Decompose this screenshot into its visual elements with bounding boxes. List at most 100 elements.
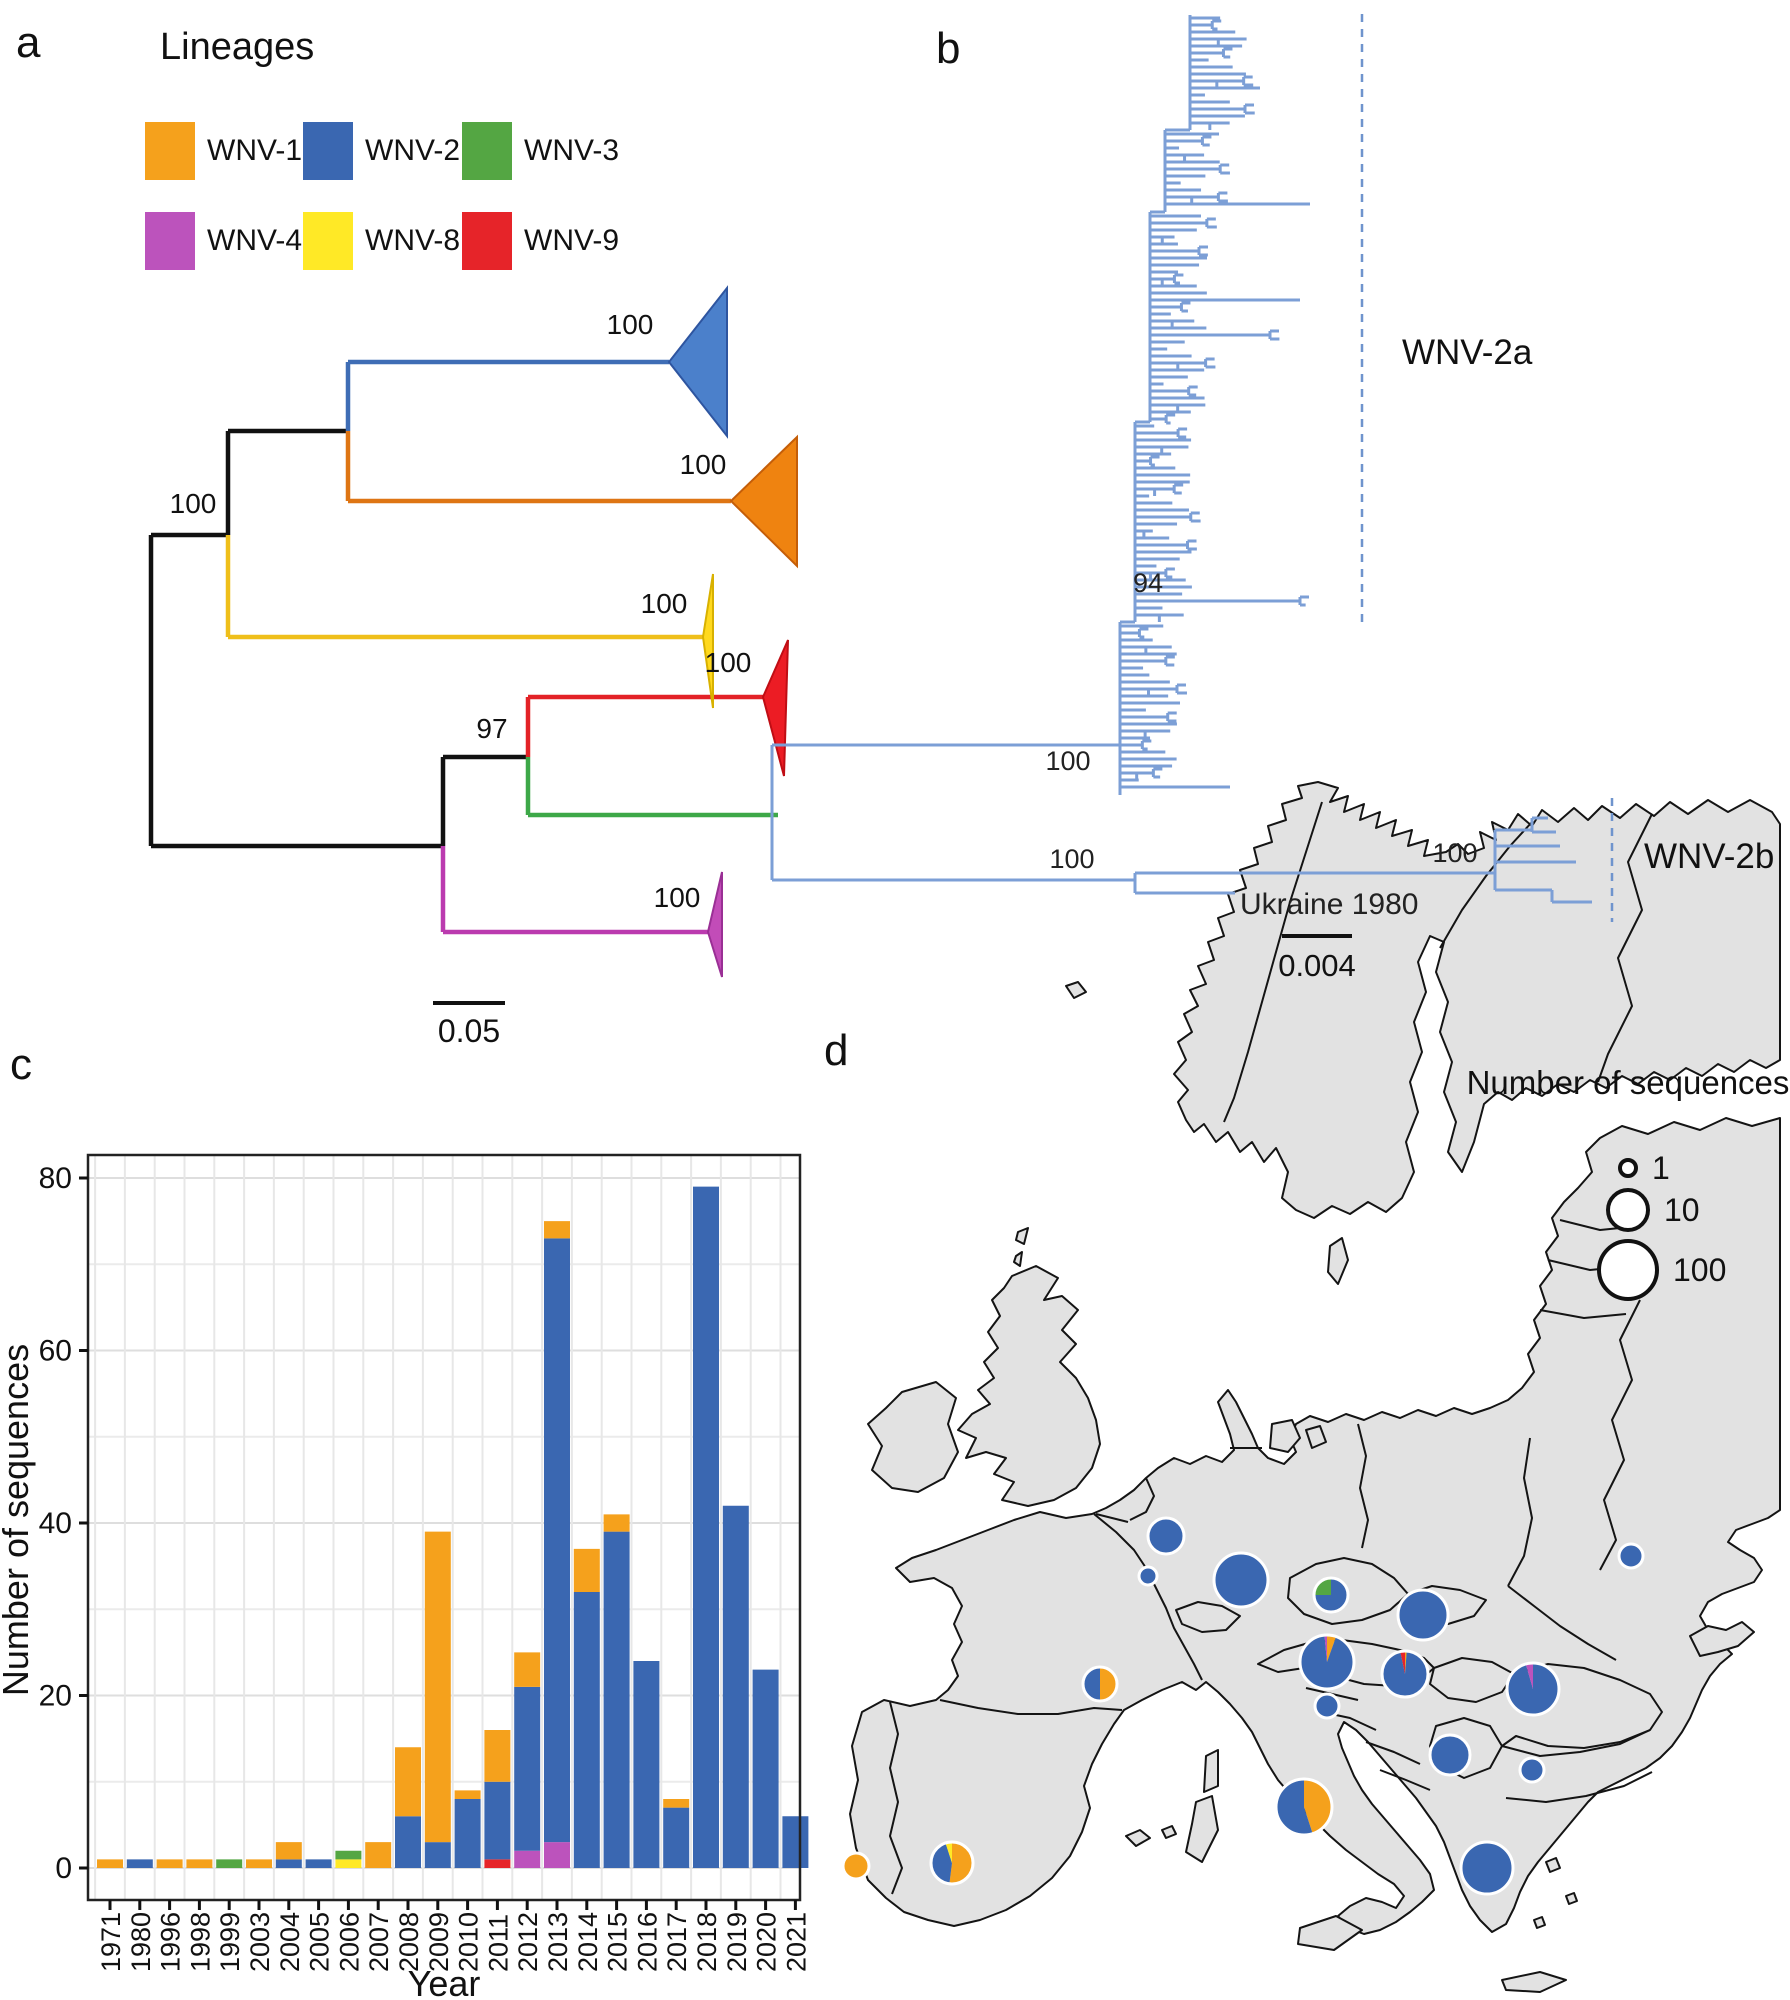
svg-text:2020: 2020 — [752, 1912, 782, 1972]
panel-b-label: b — [936, 24, 961, 73]
wnv2-tree: 94 100 100 100 Ukraine 1980 WNV-2a WNV-2b 0.004 — [770, 14, 1774, 983]
svg-text:40: 40 — [39, 1507, 72, 1540]
bar-1998 — [186, 1859, 213, 1868]
country-pie-spain — [929, 1840, 975, 1886]
svg-text:2008: 2008 — [394, 1912, 424, 1972]
collapsed-clade-triangle — [667, 285, 728, 439]
lineage-legend-title: Lineages — [160, 26, 315, 68]
svg-text:1980: 1980 — [126, 1912, 156, 1972]
svg-text:100: 100 — [641, 588, 688, 619]
svg-text:94: 94 — [1133, 568, 1163, 598]
country-pie-france — [1081, 1665, 1119, 1703]
svg-text:100: 100 — [1045, 746, 1090, 776]
lineage-label: WNV-4 — [207, 224, 303, 257]
svg-text:2012: 2012 — [513, 1912, 543, 1972]
bar-2017 — [663, 1799, 690, 1868]
lineage-legend-item: WNV-9 — [462, 212, 619, 270]
svg-text:1996: 1996 — [156, 1912, 186, 1972]
lineage-color-swatch — [462, 122, 512, 180]
lineage-color-swatch — [462, 212, 512, 270]
svg-text:2018: 2018 — [692, 1912, 722, 1972]
country-pie-hungary — [1380, 1649, 1430, 1699]
svg-text:100: 100 — [654, 882, 701, 913]
country-pie-ukraine — [1617, 1542, 1645, 1570]
svg-text:2017: 2017 — [662, 1912, 692, 1972]
bar-2012 — [514, 1652, 541, 1868]
svg-text:80: 80 — [39, 1162, 72, 1195]
svg-text:0.05: 0.05 — [438, 1013, 500, 1049]
lineage-tree: 100 100 100 100 97 100 100 0.05 — [148, 285, 798, 1049]
svg-text:97: 97 — [476, 713, 507, 744]
country-pie-serbia — [1428, 1733, 1472, 1777]
lineage-legend-item: WNV-3 — [462, 122, 619, 180]
lineage-label: WNV-8 — [365, 224, 461, 257]
bar-2005 — [305, 1859, 332, 1868]
svg-text:2015: 2015 — [603, 1912, 633, 1972]
svg-text:2010: 2010 — [454, 1912, 484, 1972]
svg-text:1971: 1971 — [96, 1912, 126, 1972]
svg-text:2016: 2016 — [632, 1912, 662, 1972]
country-pie-germany — [1212, 1551, 1270, 1609]
country-pie-romania — [1505, 1661, 1561, 1717]
panel-c-label: c — [10, 1040, 32, 1089]
svg-text:20: 20 — [39, 1680, 72, 1713]
svg-text:WNV-2b: WNV-2b — [1644, 837, 1774, 876]
bar-2011 — [484, 1730, 511, 1868]
svg-text:100: 100 — [1673, 1252, 1726, 1288]
svg-text:2004: 2004 — [275, 1912, 305, 1972]
bar-2010 — [454, 1790, 481, 1868]
panel-a-label: a — [16, 18, 41, 67]
bar-2021 — [782, 1816, 809, 1868]
size-legend-circle — [1606, 1188, 1650, 1232]
sequence-pies — [841, 1516, 1645, 1896]
country-pie-belgium — [1137, 1565, 1159, 1587]
svg-text:2013: 2013 — [543, 1912, 573, 1972]
svg-text:100: 100 — [680, 449, 727, 480]
svg-text:2006: 2006 — [334, 1912, 364, 1972]
collapsed-clade-triangle — [701, 573, 714, 709]
bar-2014 — [573, 1548, 600, 1868]
country-pie-netherlands — [1146, 1516, 1186, 1556]
lineage-legend-item: WNV-4 — [145, 212, 302, 270]
lineage-color-swatch — [303, 212, 353, 270]
size-legend-circle — [1597, 1239, 1659, 1301]
country-pie-portugal — [841, 1851, 871, 1881]
bar-2004 — [275, 1842, 302, 1868]
bar-1996 — [156, 1859, 183, 1868]
lineage-color-swatch — [145, 122, 195, 180]
lineage-color-swatch — [303, 122, 353, 180]
size-legend-circle — [1618, 1158, 1638, 1178]
country-pie-bulgaria — [1518, 1756, 1546, 1784]
svg-text:Year: Year — [408, 1963, 481, 2000]
bar-2008 — [395, 1747, 421, 1868]
svg-text:10: 10 — [1664, 1192, 1700, 1228]
bar-1980 — [126, 1859, 153, 1868]
map-size-legend: Number of sequences 1 10 100 — [1467, 1064, 1789, 1301]
panel-d-label: d — [824, 1026, 849, 1075]
country-pie-czech-republic — [1312, 1576, 1350, 1614]
svg-text:100: 100 — [1049, 844, 1094, 874]
lineage-legend-item: WNV-8 — [303, 212, 460, 270]
europe-map — [849, 781, 1781, 1993]
svg-text:2009: 2009 — [424, 1912, 454, 1972]
bar-1971 — [97, 1859, 123, 1868]
svg-text:100: 100 — [705, 647, 752, 678]
svg-text:2021: 2021 — [781, 1912, 811, 1972]
country-pie-greece — [1459, 1840, 1515, 1896]
country-pie-italy — [1274, 1777, 1334, 1837]
svg-text:2019: 2019 — [722, 1912, 752, 1972]
bar-2007 — [365, 1842, 392, 1868]
collapsed-clade-triangle — [761, 639, 789, 777]
svg-text:Number of sequences: Number of sequences — [0, 1344, 36, 1696]
bar-2009 — [424, 1531, 451, 1868]
svg-text:1998: 1998 — [185, 1912, 215, 1972]
bar-2018 — [693, 1186, 719, 1868]
svg-text:WNV-2a: WNV-2a — [1402, 333, 1533, 372]
svg-text:1: 1 — [1652, 1150, 1670, 1186]
svg-text:Ukraine 1980: Ukraine 1980 — [1240, 888, 1418, 921]
svg-text:1999: 1999 — [215, 1912, 245, 1972]
bar-2003 — [246, 1859, 272, 1868]
country-pie-slovenia — [1313, 1692, 1341, 1720]
